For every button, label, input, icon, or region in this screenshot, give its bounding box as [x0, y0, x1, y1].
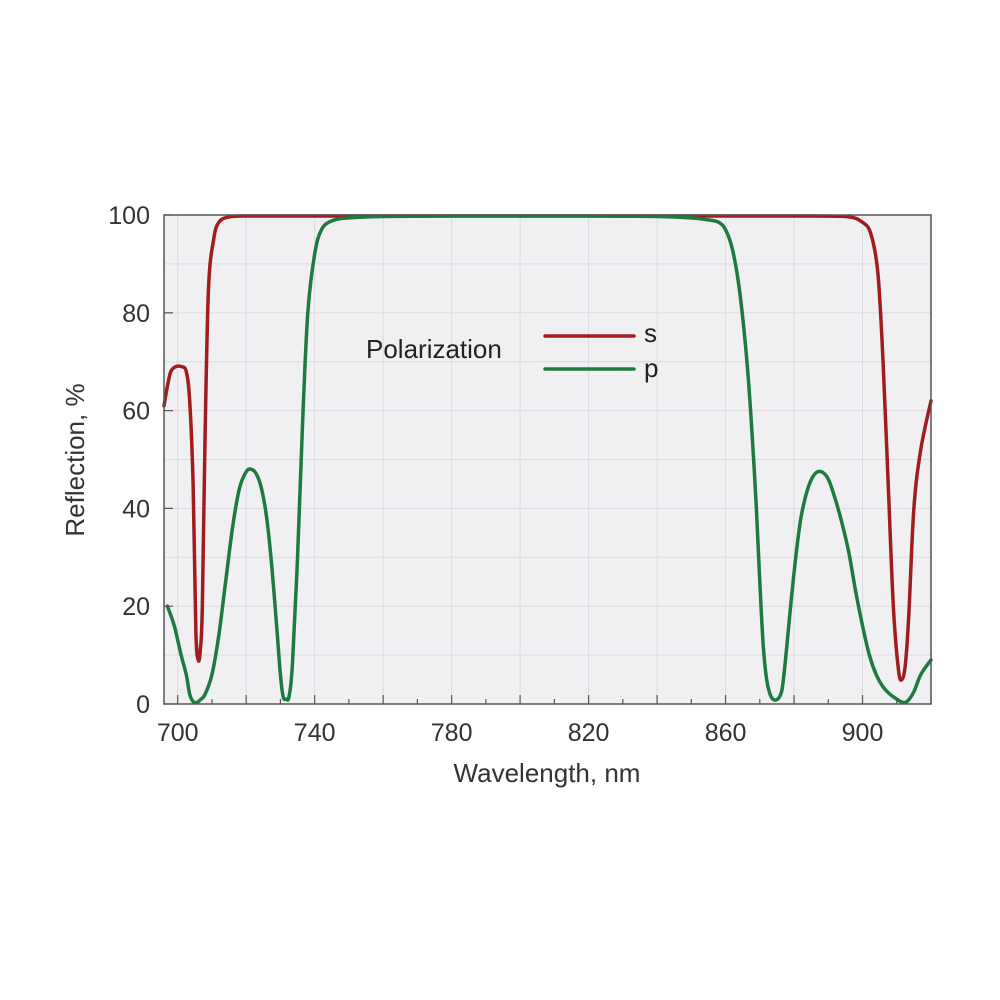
x-tick-labels: 700 740 780 820 860 900: [157, 719, 884, 747]
x-tick-label: 900: [842, 719, 884, 747]
plot-area: [162, 214, 933, 705]
series-line-p: [165, 214, 933, 705]
y-tick-label: 0: [136, 691, 150, 719]
y-tick-labels: 0 20 40 60 80 100: [108, 202, 150, 719]
legend: Polarization s p: [366, 318, 658, 383]
y-tick-label: 20: [122, 593, 150, 621]
legend-title: Polarization: [366, 334, 502, 364]
y-tick-label: 60: [122, 398, 150, 426]
y-axis-title: Reflection, %: [60, 383, 90, 536]
x-tick-label: 700: [157, 719, 199, 747]
x-axis-title: Wavelength, nm: [454, 758, 641, 788]
x-tick-label: 860: [705, 719, 747, 747]
legend-label-s: s: [644, 318, 657, 348]
x-tick-label: 780: [431, 719, 473, 747]
legend-label-p: p: [644, 353, 658, 383]
x-tick-label: 740: [294, 719, 336, 747]
y-tick-label: 100: [108, 202, 150, 230]
tick-marks: [164, 214, 932, 705]
x-tick-label: 820: [568, 719, 610, 747]
series-lines: [162, 214, 933, 705]
plot-frame: [163, 214, 932, 705]
series-line-s: [162, 214, 933, 682]
y-tick-label: 80: [122, 300, 150, 328]
y-tick-label: 40: [122, 495, 150, 523]
